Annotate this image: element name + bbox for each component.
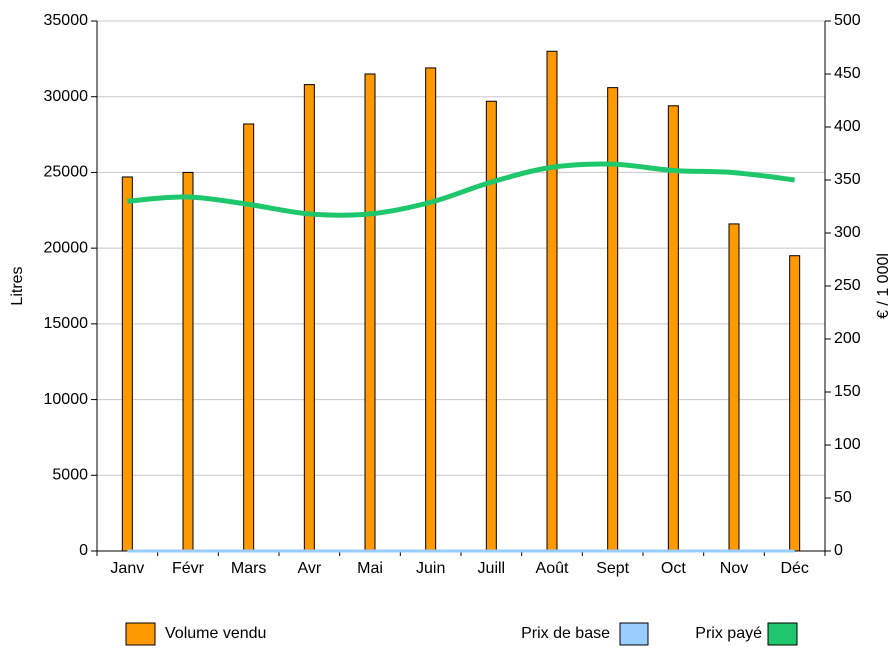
y-tick-label: 25000 — [44, 164, 89, 181]
y-tick-label: 30000 — [44, 88, 89, 105]
y2-tick-label: 300 — [834, 224, 861, 241]
x-tick-label: Févr — [172, 560, 205, 577]
y2-tick-label: 400 — [834, 118, 861, 135]
x-tick-label: Nov — [720, 560, 748, 577]
bar — [303, 84, 315, 552]
bar — [728, 223, 740, 552]
bar — [243, 123, 255, 552]
y-tick-label: 10000 — [44, 391, 89, 408]
legend-swatch — [619, 622, 649, 646]
y2-tick-label: 0 — [834, 542, 843, 559]
bar — [789, 255, 801, 552]
bar — [607, 87, 619, 552]
y-axis-label: Litres — [9, 266, 26, 305]
y2-tick-label: 200 — [834, 330, 861, 347]
y-tick-label: 35000 — [44, 12, 89, 29]
legend-label: Prix de base — [521, 625, 610, 642]
x-tick-label: Avr — [297, 560, 321, 577]
x-tick-label: Sept — [596, 560, 629, 577]
y2-tick-label: 500 — [834, 12, 861, 29]
y-tick-label: 20000 — [44, 239, 89, 256]
legend-swatch — [767, 622, 798, 646]
y2-tick-label: 100 — [834, 436, 861, 453]
bar — [364, 73, 376, 552]
y2-tick-label: 350 — [834, 171, 861, 188]
bar — [182, 171, 194, 552]
bar — [425, 67, 437, 552]
x-tick-label: Janv — [110, 560, 144, 577]
x-tick-label: Juin — [416, 560, 445, 577]
y2-axis-label: € / 1 000l — [875, 253, 892, 319]
y2-tick-label: 50 — [834, 489, 852, 506]
y-tick-label: 5000 — [52, 467, 88, 484]
x-tick-label: Août — [536, 560, 569, 577]
y2-tick-label: 250 — [834, 277, 861, 294]
x-tick-label: Juill — [478, 560, 506, 577]
y-tick-label: 0 — [79, 542, 88, 559]
x-tick-label: Mai — [357, 560, 383, 577]
line — [127, 161, 795, 218]
legend-label: Prix payé — [695, 625, 762, 642]
bar — [546, 50, 558, 552]
x-tick-label: Déc — [780, 560, 808, 577]
bar — [121, 176, 133, 552]
legend-swatch — [125, 622, 156, 646]
y2-tick-label: 450 — [834, 65, 861, 82]
y-tick-label: 15000 — [44, 315, 89, 332]
bar — [485, 100, 497, 552]
y2-tick-label: 150 — [834, 383, 861, 400]
x-tick-label: Oct — [661, 560, 686, 577]
legend-label: Volume vendu — [165, 625, 266, 642]
x-tick-label: Mars — [231, 560, 267, 577]
